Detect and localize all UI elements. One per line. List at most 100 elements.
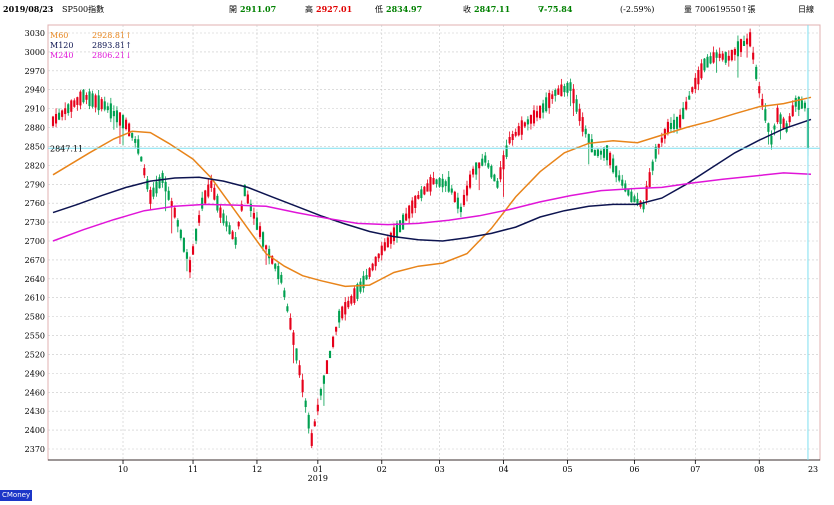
candle (532, 105, 536, 127)
candle-body (58, 112, 61, 120)
candle (170, 197, 173, 234)
candle (389, 231, 392, 249)
candle (213, 184, 216, 201)
candle (526, 116, 529, 131)
candle-body (82, 89, 85, 103)
candle-body (773, 125, 776, 130)
y-tick-label: 2400 (25, 426, 45, 435)
candle-body (761, 98, 764, 106)
candle-body (322, 375, 325, 384)
y-tick-label: 2880 (25, 124, 45, 133)
candle (274, 263, 277, 272)
candle (511, 130, 514, 146)
candle (602, 147, 606, 161)
candle (755, 64, 758, 81)
candle (450, 184, 453, 195)
candle (85, 92, 88, 105)
candle-body (499, 167, 502, 180)
candle-body (648, 172, 651, 187)
candle (51, 115, 55, 128)
candle-body (304, 400, 307, 408)
candle-body (493, 174, 496, 182)
cmoney-watermark: CMoney (0, 490, 33, 501)
candle (715, 49, 718, 73)
candle-body (185, 252, 189, 259)
y-tick-label: 2940 (25, 86, 45, 95)
candle-body (578, 108, 581, 122)
candle-body (389, 232, 392, 244)
candle (225, 215, 228, 232)
candle-body (520, 120, 523, 135)
candle-body (651, 161, 654, 171)
candle-body (563, 86, 566, 93)
candle-body (88, 91, 91, 107)
candle-body (666, 121, 669, 134)
candle-body (109, 103, 112, 119)
candle (609, 151, 612, 169)
candle (654, 143, 657, 162)
candle-body (310, 433, 313, 446)
candle (703, 57, 706, 73)
candle (246, 190, 249, 205)
candle-body (70, 100, 73, 112)
candle (149, 186, 152, 210)
candle (313, 418, 316, 427)
candle (481, 153, 484, 167)
x-tick-label: 03 (435, 465, 445, 474)
candle (742, 35, 746, 47)
candle (569, 78, 572, 107)
candle-body (791, 105, 794, 117)
candle (292, 330, 295, 364)
y-tick-label: 2490 (25, 369, 45, 378)
candle (599, 149, 603, 160)
candle-body (161, 172, 164, 184)
x-tick-label: 05 (562, 465, 572, 474)
candle-body (155, 181, 158, 194)
candle (770, 130, 773, 150)
candle-body (685, 101, 688, 110)
candle-body (146, 179, 149, 190)
candle (173, 205, 176, 219)
candle (633, 194, 636, 203)
candle-body (61, 110, 64, 117)
candle (140, 156, 143, 162)
x-tick-label: 11 (188, 465, 198, 474)
candle-body (453, 191, 456, 203)
candle (663, 127, 666, 144)
candle-body (700, 63, 703, 79)
candle-body (584, 128, 587, 135)
candle (727, 50, 730, 67)
candle-body (198, 215, 201, 223)
candle-body (365, 275, 368, 280)
candle (408, 204, 411, 224)
candle (548, 90, 551, 114)
ma-line-m240 (52, 172, 812, 242)
candle (694, 73, 697, 94)
candle (152, 182, 155, 200)
candle-body (800, 100, 803, 109)
candle (131, 132, 134, 141)
candle-body (313, 421, 316, 427)
candle (682, 102, 685, 120)
candle-body (441, 178, 444, 188)
candle-body (730, 49, 733, 61)
candle (697, 66, 700, 91)
candle-body (736, 41, 740, 57)
candle (733, 47, 736, 61)
candle-body (447, 176, 450, 192)
candle (88, 88, 91, 110)
candle (645, 180, 648, 205)
candle-body (377, 253, 380, 259)
candle-body (85, 94, 88, 100)
candle-body (67, 104, 70, 114)
candle (124, 117, 128, 131)
candle-body (134, 139, 137, 143)
candle-body (280, 274, 283, 283)
candle (386, 234, 389, 248)
candle-body (682, 107, 685, 119)
candle-body (590, 139, 593, 153)
candle-body (316, 404, 319, 412)
candle (344, 297, 347, 321)
candle (502, 150, 505, 197)
